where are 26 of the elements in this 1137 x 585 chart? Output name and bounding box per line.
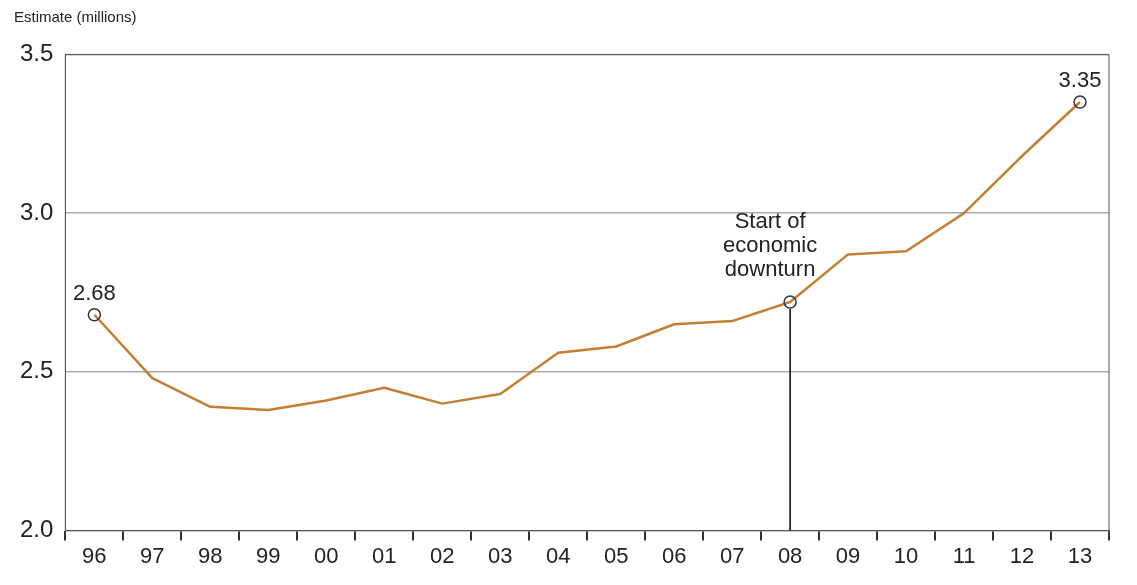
x-tick-label: 08 xyxy=(777,542,803,568)
x-tick-label: 05 xyxy=(603,542,629,568)
y-tick-label: 2.5 xyxy=(19,356,54,384)
x-tick-label: 98 xyxy=(198,542,223,568)
x-tick-label: 03 xyxy=(487,542,513,568)
ref-line-label: Start of economic downturn xyxy=(723,208,818,282)
x-tick-label: 09 xyxy=(835,542,861,568)
y-tick-label: 3.0 xyxy=(19,197,54,225)
y-tick-label: 2.0 xyxy=(19,515,54,543)
x-tick-label: 07 xyxy=(719,542,745,568)
x-tick-label: 06 xyxy=(661,542,687,568)
x-tick-label: 04 xyxy=(545,542,571,568)
data-label: 3.35 xyxy=(1058,67,1102,93)
x-tick-label: 10 xyxy=(893,542,919,568)
data-label: 2.68 xyxy=(72,279,116,305)
x-tick-label: 01 xyxy=(372,542,397,568)
y-tick-label: 3.5 xyxy=(19,39,54,67)
x-tick-label: 96 xyxy=(82,542,107,568)
y-axis-title: Estimate (millions) xyxy=(14,8,138,27)
x-tick-label: 00 xyxy=(314,542,339,568)
x-tick-label: 12 xyxy=(1009,542,1035,568)
x-tick-label: 99 xyxy=(256,542,281,568)
x-tick-label: 11 xyxy=(952,542,976,568)
x-tick-label: 97 xyxy=(140,542,165,568)
x-tick-label: 02 xyxy=(429,542,455,568)
x-tick-label: 13 xyxy=(1067,542,1093,568)
